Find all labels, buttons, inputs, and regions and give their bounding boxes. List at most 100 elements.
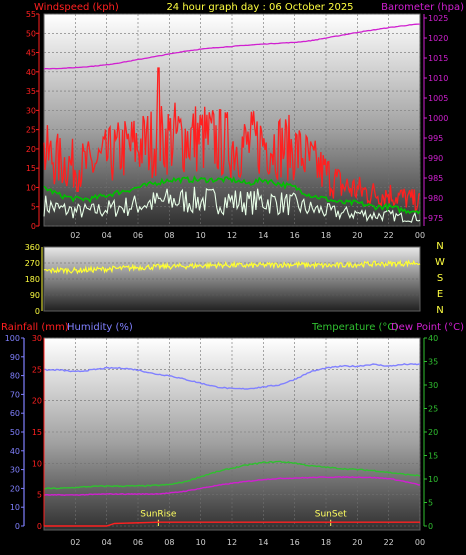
sunrise-label: SunRise (140, 510, 177, 520)
hour-tick-label: 12 (227, 231, 237, 240)
hour-tick-label: 16 (290, 538, 300, 547)
rain-tick-label: 20 (32, 397, 42, 406)
compass-label: S (437, 273, 443, 284)
temperature-legend: Temperature (°C) (311, 322, 398, 333)
humidity-tick-label: 60 (10, 409, 20, 418)
avg-wind-series (43, 175, 421, 215)
humidity-tick-label: 30 (10, 466, 20, 475)
dir-tick-label: 90 (30, 291, 40, 300)
baro-tick-label: 1015 (428, 54, 448, 63)
hour-tick-label: 18 (321, 538, 331, 547)
hour-tick-label: 02 (70, 538, 80, 547)
wind-tick-label: 50 (26, 29, 36, 38)
humidity-tick-label: 70 (10, 390, 20, 399)
baro-tick-label: 990 (428, 154, 443, 163)
wind-tick-label: 35 (26, 87, 36, 96)
hour-tick-label: 00 (415, 538, 425, 547)
humidity-series (44, 363, 421, 390)
rain-tick-label: 30 (32, 334, 42, 343)
hour-tick-label: 06 (133, 231, 143, 240)
baro-tick-label: 1000 (428, 114, 448, 123)
rainfall-series (44, 521, 420, 527)
hour-tick-label: 04 (102, 231, 112, 240)
dir-tick-label: 0 (35, 307, 40, 316)
hour-tick-label: 14 (258, 231, 268, 240)
rain-tick-label: 25 (32, 365, 42, 374)
humidity-legend: Humidity (%) (67, 322, 133, 333)
hour-tick-label: 22 (384, 538, 394, 547)
baro-tick-label: 985 (428, 174, 443, 183)
temp-tick-label: 10 (428, 475, 438, 484)
rainfall-legend: Rainfall (mm) (1, 322, 69, 333)
temp-tick-label: 40 (428, 334, 438, 343)
direction-series (43, 259, 421, 276)
temp-tick-label: 0 (428, 522, 433, 531)
barometer-series (43, 23, 420, 70)
humidity-tick-label: 0 (15, 522, 20, 531)
baro-tick-label: 1020 (428, 34, 448, 43)
baro-tick-label: 980 (428, 194, 443, 203)
humidity-tick-label: 20 (10, 484, 20, 493)
wind-calm-series (43, 186, 421, 223)
humidity-tick-label: 50 (10, 428, 20, 437)
compass-label: E (437, 289, 443, 300)
baro-tick-label: 1025 (428, 14, 448, 23)
wind-tick-label: 20 (26, 145, 36, 154)
gust-series (43, 67, 421, 213)
rain-tick-label: 0 (37, 522, 42, 531)
humidity-tick-label: 90 (10, 353, 20, 362)
page-title: 24 hour graph day : 06 October 2025 (166, 2, 353, 13)
temp-tick-label: 15 (428, 452, 438, 461)
dir-tick-label: 360 (25, 243, 40, 252)
hour-tick-label: 08 (164, 231, 174, 240)
temp-tick-label: 35 (428, 358, 438, 367)
baro-tick-label: 995 (428, 134, 443, 143)
rain-tick-label: 5 (37, 491, 42, 500)
hour-tick-label: 18 (321, 231, 331, 240)
wind-tick-label: 55 (26, 10, 36, 19)
wind-tick-label: 10 (26, 183, 36, 192)
compass-label: N (436, 305, 443, 316)
wind-tick-label: 25 (26, 126, 36, 135)
compass-label: N (436, 241, 443, 252)
compass-label: W (435, 257, 445, 268)
wind-tick-label: 45 (26, 49, 36, 58)
humidity-tick-label: 10 (10, 503, 20, 512)
temp-tick-label: 25 (428, 405, 438, 414)
temperature-series (43, 460, 421, 490)
temp-tick-label: 20 (428, 428, 438, 437)
humidity-tick-label: 80 (10, 372, 20, 381)
hour-tick-label: 10 (196, 538, 206, 547)
baro-tick-label: 975 (428, 214, 443, 223)
wind-tick-label: 5 (31, 203, 36, 212)
dir-tick-label: 270 (25, 259, 40, 268)
hour-tick-label: 16 (290, 231, 300, 240)
baro-tick-label: 1005 (428, 94, 448, 103)
baro-tick-label: 1010 (428, 74, 448, 83)
hour-tick-label: 20 (352, 538, 362, 547)
temp-tick-label: 5 (428, 499, 433, 508)
humidity-tick-label: 40 (10, 447, 20, 456)
wind-axis-title: Windspeed (kph) (34, 2, 119, 13)
wind-tick-label: 0 (31, 222, 36, 231)
wind-tick-label: 40 (26, 68, 36, 77)
hour-tick-label: 08 (164, 538, 174, 547)
rain-tick-label: 10 (32, 459, 42, 468)
sunset-label: SunSet (315, 510, 347, 520)
hour-tick-label: 20 (352, 231, 362, 240)
hour-tick-label: 10 (196, 231, 206, 240)
wind-tick-label: 30 (26, 106, 36, 115)
hour-tick-label: 06 (133, 538, 143, 547)
dewpoint-series (43, 476, 420, 497)
hour-tick-label: 04 (102, 538, 112, 547)
hour-tick-label: 22 (384, 231, 394, 240)
dewpoint-legend: Dew Point (°C) (391, 322, 464, 333)
wind-tick-label: 15 (26, 164, 36, 173)
hour-tick-label: 12 (227, 538, 237, 547)
rain-tick-label: 15 (32, 428, 42, 437)
dir-tick-label: 180 (25, 275, 40, 284)
hour-tick-label: 14 (258, 538, 268, 547)
barometer-axis-title: Barometer (hpa) (381, 2, 464, 13)
hour-tick-label: 00 (415, 231, 425, 240)
